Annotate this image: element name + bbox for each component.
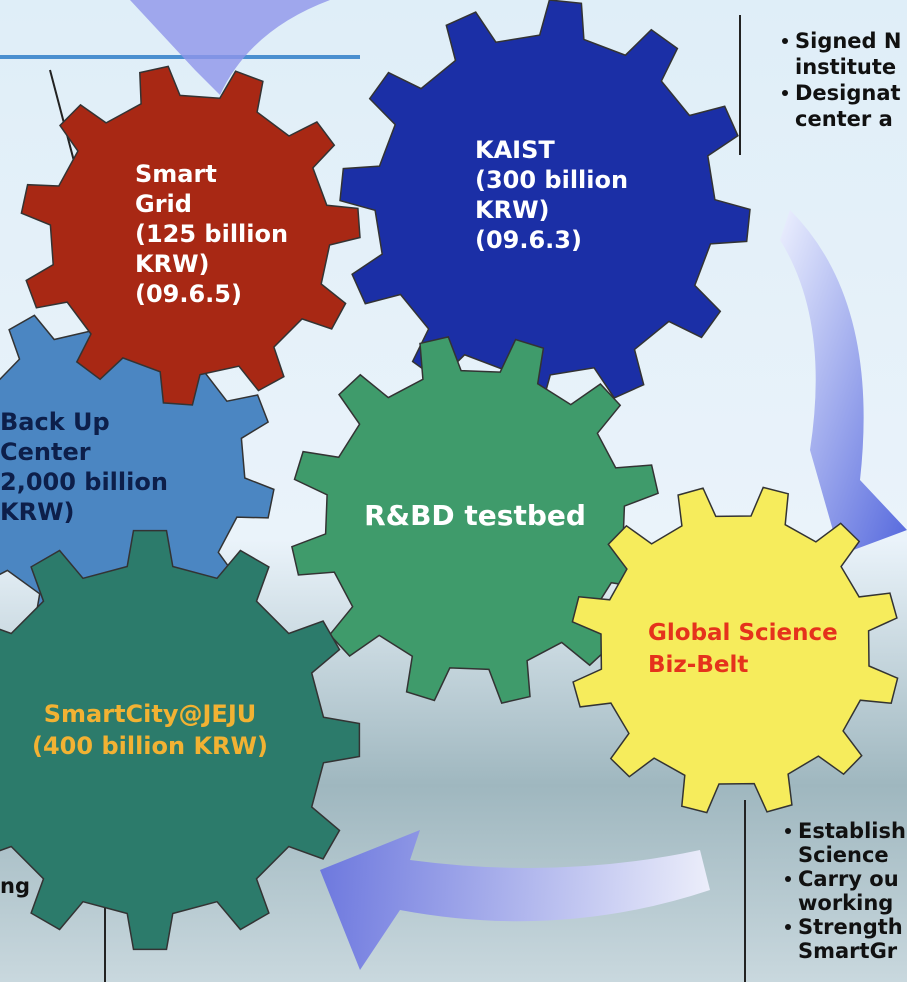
gear-label: Back Up xyxy=(0,408,110,436)
bullet xyxy=(782,38,788,44)
gear-label: Center xyxy=(0,438,91,466)
gear-label: KRW) xyxy=(0,498,75,526)
bullet xyxy=(785,828,791,834)
bullet xyxy=(785,876,791,882)
header-rule xyxy=(0,55,360,59)
note-text: Strength xyxy=(798,915,903,939)
gear-label: KRW) xyxy=(475,196,550,224)
note-text: working xyxy=(798,891,893,915)
note-text: Signed N xyxy=(795,29,901,53)
gear xyxy=(20,65,361,406)
note-text: SmartGr xyxy=(798,939,898,963)
gear-label: (300 billion xyxy=(475,166,628,194)
gear-label: Smart xyxy=(135,160,217,188)
gear-label: KAIST xyxy=(475,136,555,164)
gear xyxy=(339,0,751,411)
note-text: center a xyxy=(795,107,893,131)
note-text: Science xyxy=(798,843,889,867)
note-text: Designat xyxy=(795,81,901,105)
note-text: ng xyxy=(0,874,30,898)
arrow xyxy=(130,0,330,95)
bullet xyxy=(785,924,791,930)
bullet xyxy=(782,90,788,96)
gear xyxy=(571,486,899,814)
gear-label: SmartCity@JEJU xyxy=(44,700,257,728)
gear-label: (400 billion KRW) xyxy=(32,732,268,760)
gear-label: R&BD testbed xyxy=(364,499,586,532)
gear-label: (09.6.5) xyxy=(135,280,242,308)
gear-label: (125 billion xyxy=(135,220,288,248)
gear-label: Global Science xyxy=(648,620,838,646)
gear xyxy=(0,529,361,951)
note-text: Establish xyxy=(798,819,906,843)
gear-label: 2,000 billion xyxy=(0,468,168,496)
gear-label: Grid xyxy=(135,190,192,218)
note-text: institute xyxy=(795,55,896,79)
arrow xyxy=(780,210,907,555)
gear-label: Biz-Belt xyxy=(648,652,748,678)
note-text: Carry ou xyxy=(798,867,899,891)
gear-label: KRW) xyxy=(135,250,210,278)
gear-label: (09.6.3) xyxy=(475,226,582,254)
arrow xyxy=(320,830,710,970)
gear xyxy=(291,336,659,704)
